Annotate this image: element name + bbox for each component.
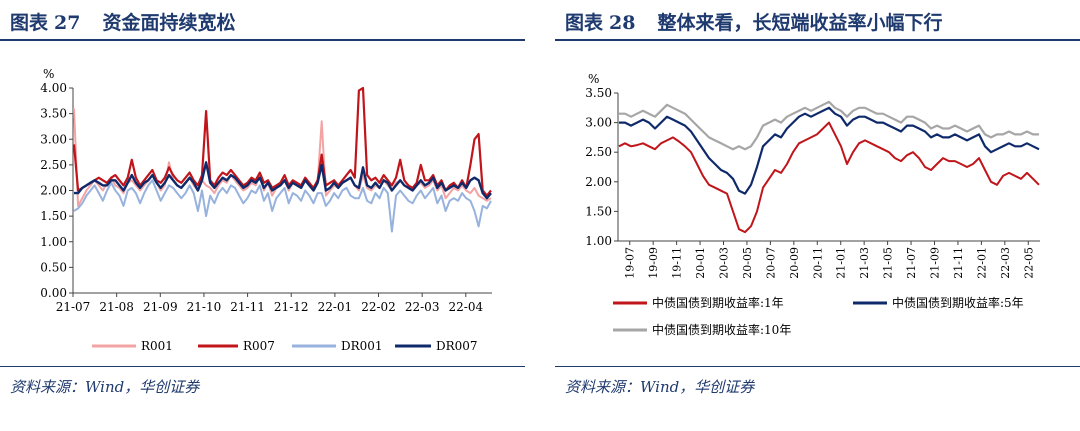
x-tick-label: 19-11 (671, 247, 684, 279)
source-note: 资料来源：Wind，华创证券 (565, 378, 755, 396)
y-axis-unit: % (588, 72, 599, 86)
x-tick-label: 22-04 (449, 300, 484, 314)
x-tick-label: 22-05 (1022, 247, 1035, 279)
x-tick-label: 20-03 (718, 247, 731, 279)
legend-label: R007 (243, 339, 275, 353)
y-tick-label: 3.50 (40, 107, 67, 121)
x-tick-label: 22-03 (999, 247, 1012, 279)
series-line (74, 161, 492, 200)
y-tick-label: 2.00 (585, 175, 612, 189)
x-tick-label: 22-01 (318, 300, 353, 314)
title-rule (555, 39, 1080, 41)
title-rule (0, 39, 525, 41)
title-prefix: 图表 (565, 12, 604, 34)
y-tick-label: 2.00 (40, 184, 67, 198)
chart-title: 图表 28 整体来看，长短端收益率小幅下行 (565, 8, 942, 35)
series-line (72, 86, 492, 197)
legend-label: 中债国债到期收益率:1年 (652, 295, 784, 310)
x-tick-label: 22-02 (361, 300, 396, 314)
y-tick-label: 1.50 (40, 209, 67, 223)
series-line (618, 121, 1040, 234)
legend-label: DR007 (436, 339, 478, 353)
y-tick-label: 1.50 (585, 204, 612, 218)
right-panel: 图表 28 整体来看，长短端收益率小幅下行 % 1.00 1.50 2.00 2.50 3.0… (555, 0, 1080, 431)
y-axis-unit: % (43, 67, 54, 81)
x-tick-label: 21-07 (905, 247, 918, 279)
x-tick-label: 21-11 (230, 300, 265, 314)
y-tick-label: 3.00 (585, 116, 612, 130)
y-tick-label: 3.00 (40, 132, 67, 146)
x-tick-label: 21-09 (929, 247, 942, 279)
x-tick-label: 20-05 (741, 247, 754, 279)
title-text: 资金面持续宽松 (102, 12, 236, 34)
chart-bond-yields: % 1.00 1.50 2.00 2.50 3.00 3.50 19-07 19-09 19-11… (585, 72, 1040, 337)
legend-label: R001 (141, 339, 173, 353)
x-tick-label: 20-07 (764, 247, 777, 279)
y-tick-label: 1.00 (585, 234, 612, 248)
series-line (73, 179, 492, 233)
x-tick-label: 20-09 (788, 247, 801, 279)
left-panel: 图表 27 资金面持续宽松 % 0.00 0.50 1.00 1.50 2.00 2.50 3.0… (0, 0, 525, 431)
x-tick-label: 21-05 (882, 247, 895, 279)
y-tick-label: 0.00 (40, 286, 67, 300)
x-tick-label: 19-09 (647, 247, 660, 279)
x-tick-label: 21-10 (187, 300, 222, 314)
y-tick-label: 2.50 (585, 145, 612, 159)
x-tick-label: 21-07 (56, 300, 91, 314)
y-tick-label: 3.50 (585, 86, 612, 100)
chart-money-market: % 0.00 0.50 1.00 1.50 2.00 2.50 3.00 3.50 4.00 21-… (40, 67, 492, 353)
series-line (619, 100, 1039, 151)
x-tick-label: 21-03 (858, 247, 871, 279)
title-text: 整体来看，长短端收益率小幅下行 (657, 12, 943, 34)
x-tick-label: 22-03 (405, 300, 440, 314)
title-number: 27 (54, 12, 81, 34)
y-tick-label: 4.00 (40, 81, 67, 95)
y-tick-label: 2.50 (40, 158, 67, 172)
title-number: 28 (609, 12, 636, 34)
x-tick-label: 21-01 (835, 247, 848, 279)
legend-label: 中债国债到期收益率:10年 (652, 322, 791, 337)
x-tick-label: 21-08 (99, 300, 134, 314)
x-tick-label: 20-11 (811, 247, 824, 279)
x-tick-label: 21-09 (143, 300, 178, 314)
x-tick-label: 22-01 (975, 247, 988, 279)
chart-title: 图表 27 资金面持续宽松 (10, 8, 235, 35)
source-rule (555, 366, 1080, 367)
series-line (619, 106, 1040, 195)
y-tick-label: 1.00 (40, 235, 67, 249)
source-note: 资料来源：Wind，华创证券 (10, 378, 200, 396)
legend-label: DR001 (341, 339, 383, 353)
x-tick-label: 20-01 (694, 247, 707, 279)
source-rule (0, 366, 525, 367)
title-prefix: 图表 (10, 12, 49, 34)
legend-label: 中债国债到期收益率:5年 (892, 295, 1024, 310)
x-tick-label: 19-07 (624, 247, 637, 279)
x-tick-label: 21-12 (274, 300, 309, 314)
x-tick-label: 21-11 (952, 247, 965, 279)
y-tick-label: 0.50 (40, 260, 67, 274)
